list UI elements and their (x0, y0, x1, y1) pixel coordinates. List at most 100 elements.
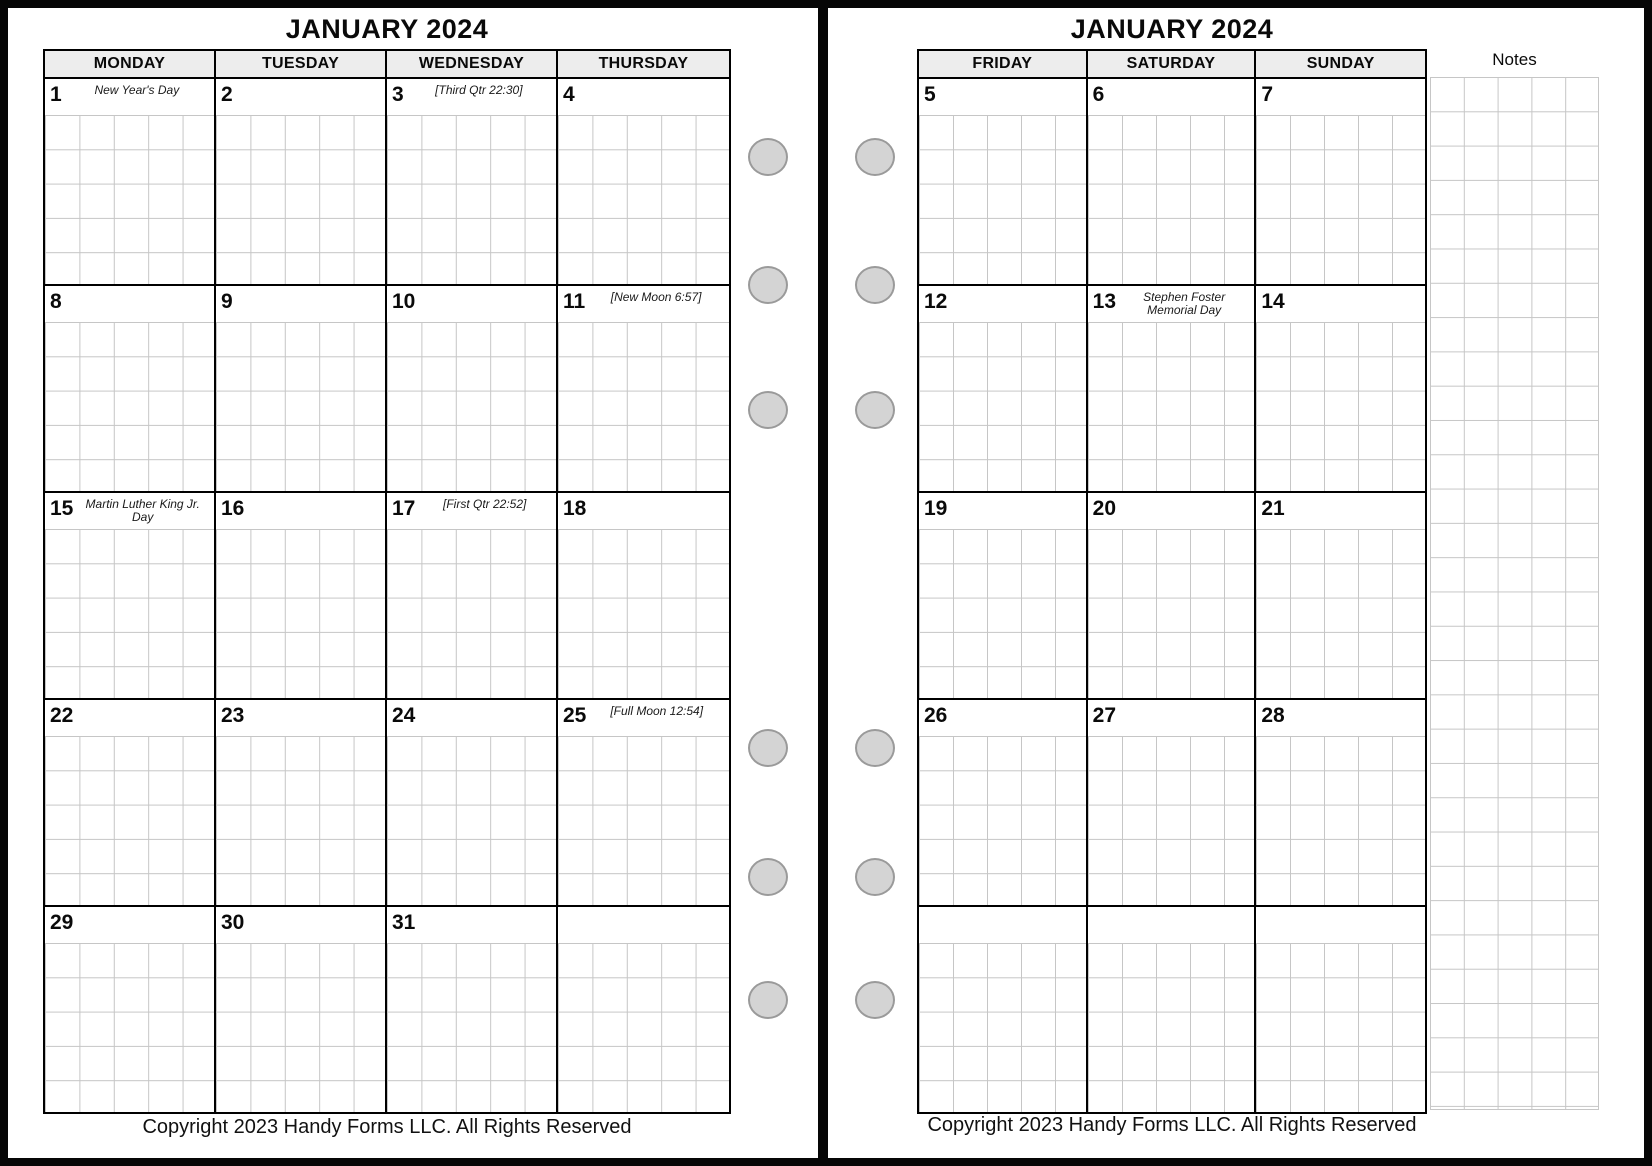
binder-hole (855, 729, 895, 767)
day-grid-lines (558, 736, 729, 905)
day-cell-3: 3 [Third Qtr 22:30] (387, 79, 558, 284)
day-annotation (947, 493, 1085, 498)
day-header-band: 16 (216, 493, 385, 529)
day-cell-4: 4 (558, 79, 729, 284)
day-grid-lines (387, 736, 556, 905)
binder-hole (748, 729, 788, 767)
day-number: 19 (924, 497, 948, 520)
day-number: 24 (392, 704, 416, 727)
left-day-header-thursday: THURSDAY (598, 55, 689, 72)
day-header-band: 12 (919, 286, 1086, 322)
day-cell-24: 24 (387, 700, 558, 905)
day-cell-9: 9 (216, 286, 387, 491)
right-day-header-saturday: SATURDAY (1088, 51, 1257, 77)
day-annotation (415, 907, 556, 912)
day-grid-lines (387, 115, 556, 284)
day-grid-lines (387, 529, 556, 698)
right-page-title: JANUARY 2024 (1070, 14, 1274, 44)
day-grid-lines (45, 322, 214, 491)
day-grid-lines (216, 322, 385, 491)
day-number: 30 (221, 911, 245, 934)
day-grid-lines (1256, 115, 1425, 284)
day-header-band: 15 Martin Luther King Jr. Day (45, 493, 214, 529)
week-row: 5 6 7 (919, 77, 1425, 284)
day-number: 1 (50, 83, 62, 106)
day-number: 16 (221, 497, 245, 520)
day-annotation (586, 493, 729, 498)
day-annotation (575, 79, 729, 84)
left-day-header-monday: MONDAY (45, 51, 216, 77)
left-day-header-wednesday: WEDNESDAY (387, 51, 558, 77)
day-cell-14: 14 (1256, 286, 1425, 491)
day-annotation (1116, 493, 1254, 498)
day-grid-lines (1087, 115, 1255, 284)
day-number: 18 (563, 497, 587, 520)
day-cell-10: 10 (387, 286, 558, 491)
day-number: 17 (392, 497, 416, 520)
day-cell-5: 5 (919, 79, 1088, 284)
day-annotation (73, 700, 214, 705)
day-number: 10 (392, 290, 416, 313)
day-annotation: [New Moon 6:57] (610, 290, 702, 304)
day-grid-lines (919, 943, 1086, 1112)
day-cell-30: 30 (216, 907, 387, 1112)
day-grid-lines (1256, 529, 1425, 698)
day-header-band: 9 (216, 286, 385, 322)
day-header-band: 31 (387, 907, 556, 943)
day-grid-lines (1087, 322, 1255, 491)
day-annotation (1116, 700, 1254, 705)
day-header-band: 4 (558, 79, 729, 115)
day-header-band: 13 Stephen Foster Memorial Day (1087, 286, 1255, 322)
week-row: 12 13 Stephen Foster Memorial Day 14 (919, 284, 1425, 491)
day-grid-lines (387, 322, 556, 491)
day-header-band: 11 [New Moon 6:57] (558, 286, 729, 322)
day-grid-lines (216, 529, 385, 698)
week-row: 29 30 31 (45, 905, 729, 1112)
day-number: 23 (221, 704, 245, 727)
binder-hole (748, 266, 788, 304)
day-cell-empty (919, 907, 1088, 1112)
day-cell-15: 15 Martin Luther King Jr. Day (45, 493, 216, 698)
right-copyright: Copyright 2023 Handy Forms LLC. All Righ… (927, 1114, 1417, 1136)
day-header-band: 30 (216, 907, 385, 943)
binder-hole (748, 391, 788, 429)
day-grid-lines (216, 115, 385, 284)
day-grid-lines (919, 529, 1086, 698)
left-day-header-row: MONDAY TUESDAY WEDNESDAY THURSDAY (45, 51, 729, 77)
day-header-band (558, 907, 729, 943)
day-header-band: 10 (387, 286, 556, 322)
day-number: 3 (392, 83, 404, 106)
day-header-band: 5 (919, 79, 1086, 115)
binder-hole (855, 266, 895, 304)
day-annotation (73, 907, 214, 912)
day-number: 6 (1092, 83, 1105, 106)
day-header-band: 2 (216, 79, 385, 115)
day-number: 31 (392, 911, 416, 934)
day-annotation: [Third Qtr 22:30] (435, 83, 523, 97)
day-number: 20 (1092, 497, 1117, 520)
day-grid-lines (558, 529, 729, 698)
day-number: 4 (563, 83, 575, 106)
week-row: 26 27 28 (919, 698, 1425, 905)
day-grid-lines (1256, 736, 1425, 905)
day-number: 26 (924, 704, 948, 727)
day-header-band (1087, 907, 1255, 943)
day-number: 7 (1261, 83, 1274, 106)
day-cell-27: 27 (1087, 700, 1257, 905)
day-annotation: Stephen Foster Memorial Day (1143, 290, 1226, 317)
day-grid-lines (558, 943, 729, 1112)
day-header-band: 14 (1256, 286, 1425, 322)
binder-hole (855, 858, 895, 896)
day-cell-7: 7 (1256, 79, 1425, 284)
week-row (919, 905, 1425, 1112)
day-annotation (1273, 79, 1425, 84)
day-number: 27 (1092, 704, 1117, 727)
day-cell-empty (1256, 907, 1425, 1112)
day-header-band: 22 (45, 700, 214, 736)
day-number: 28 (1261, 704, 1285, 727)
day-annotation (1285, 493, 1425, 498)
day-cell-8: 8 (45, 286, 216, 491)
day-grid-lines (558, 322, 729, 491)
right-calendar-table: FRIDAY SATURDAY SUNDAY 5 6 7 12 13 Stephen Fost… (917, 49, 1427, 1114)
day-annotation (244, 493, 385, 498)
